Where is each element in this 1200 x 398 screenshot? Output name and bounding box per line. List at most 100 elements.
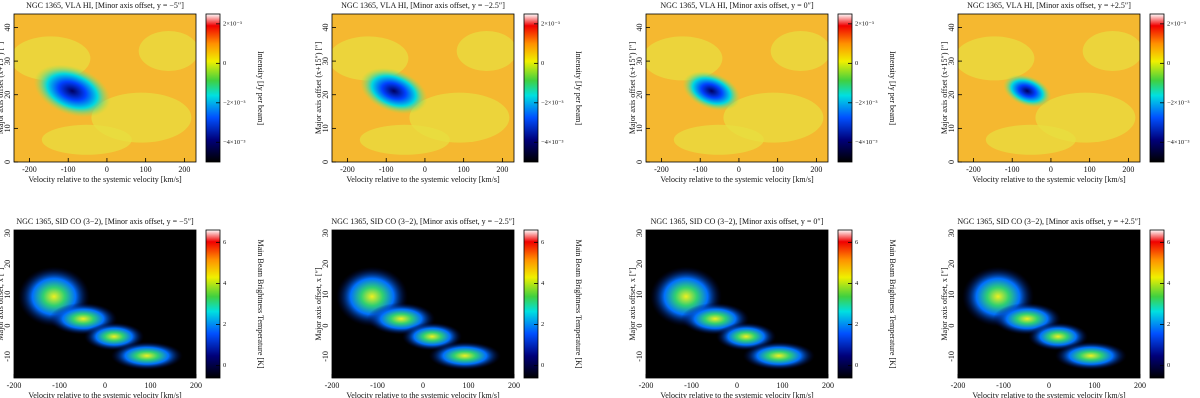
panel: -200 -100 0 100 200 0 10 20 30 40 NGC 1365, VLA HI… <box>628 1 897 184</box>
colorbar-tick-label: 2×10⁻³ <box>1167 20 1186 27</box>
y-tick-label: 20 <box>3 260 12 268</box>
y-tick-label: 0 <box>321 324 330 328</box>
x-tick-label: 0 <box>105 165 109 174</box>
x-axis-label: Velocity relative to the systemic veloci… <box>346 391 500 398</box>
y-tick-label: 10 <box>321 124 330 132</box>
y-axis-label: Major axis offset (x+15″) [″] <box>314 41 323 134</box>
x-tick-label: -200 <box>325 381 340 390</box>
colorbar-tick-label: 2 <box>855 321 858 328</box>
colorbar-tick-label: 2 <box>223 321 226 328</box>
map-feature <box>110 341 183 370</box>
x-axis-label: Velocity relative to the systemic veloci… <box>660 175 814 184</box>
colorbar <box>205 229 221 379</box>
colorbar-label: Main Beam Brightness Temperature [K] <box>574 239 583 368</box>
map-feature <box>682 71 741 111</box>
y-tick-label: 20 <box>3 91 12 99</box>
chart-title: NGC 1365, VLA HI, [Minor axis offset, y … <box>26 1 184 10</box>
y-tick-label: 30 <box>635 57 644 65</box>
x-tick-label: 200 <box>1134 381 1146 390</box>
map-feature <box>84 322 145 351</box>
x-tick-label: 0 <box>1049 165 1053 174</box>
y-tick-label: 0 <box>947 160 956 164</box>
colorbar <box>1149 229 1165 379</box>
x-tick-label: -200 <box>7 381 22 390</box>
y-axis-label: Major axis offset (x+15″) [″] <box>628 41 637 134</box>
map-feature <box>402 322 463 351</box>
x-tick-label: -100 <box>52 381 67 390</box>
colorbar-label: Intensity [Jy per beam] <box>574 51 583 125</box>
y-tick-label: -10 <box>3 351 12 362</box>
x-tick-label: -100 <box>379 165 394 174</box>
map-feature <box>428 341 501 370</box>
y-tick-label: 10 <box>635 124 644 132</box>
x-axis-label: Velocity relative to the systemic veloci… <box>28 175 182 184</box>
x-axis-label: Velocity relative to the systemic veloci… <box>660 391 814 398</box>
x-tick-label: 0 <box>735 381 739 390</box>
map-image <box>332 14 514 162</box>
y-tick-label: 20 <box>635 91 644 99</box>
y-axis-label: Major axis offset, x [″] <box>314 267 323 341</box>
colorbar <box>523 13 539 163</box>
x-tick-label: -100 <box>61 165 76 174</box>
y-tick-label: 30 <box>635 229 644 237</box>
y-tick-label: 0 <box>635 324 644 328</box>
x-tick-label: 100 <box>463 381 475 390</box>
plot-frame <box>957 13 1141 163</box>
colorbar-tick-label: −2×10⁻³ <box>541 99 564 106</box>
colorbar-tick-label: −2×10⁻³ <box>855 99 878 106</box>
y-tick-label: -10 <box>321 351 330 362</box>
plot-frame <box>645 13 829 163</box>
x-tick-label: -200 <box>639 381 654 390</box>
y-tick-label: 20 <box>635 260 644 268</box>
y-tick-label: 10 <box>947 291 956 299</box>
colorbar-label: Intensity [Jy per beam] <box>888 51 897 125</box>
chart-title: NGC 1365, VLA HI, [Minor axis offset, y … <box>967 1 1131 10</box>
plot-frame <box>13 13 197 163</box>
map-patch <box>456 31 514 71</box>
y-axis-label: Major axis offset, x [″] <box>628 267 637 341</box>
y-tick-label: 40 <box>635 23 644 31</box>
y-tick-label: -10 <box>635 351 644 362</box>
y-tick-label: 30 <box>321 57 330 65</box>
map-image <box>958 14 1140 162</box>
x-tick-label: -200 <box>654 165 669 174</box>
map-patch <box>770 31 828 71</box>
map-patch <box>646 36 723 81</box>
colorbar-tick-label: 0 <box>223 60 226 67</box>
x-tick-label: 200 <box>1122 165 1134 174</box>
colorbar-tick-label: 6 <box>541 239 545 246</box>
colorbar-tick-label: 2×10⁻³ <box>855 20 874 27</box>
map-patch <box>359 124 450 155</box>
colorbar-tick-label: 0 <box>1167 60 1170 67</box>
map-feature <box>1054 341 1127 370</box>
colorbar-tick-label: 0 <box>541 60 544 67</box>
x-tick-label: 200 <box>190 381 202 390</box>
colorbar-tick-label: 6 <box>1167 239 1171 246</box>
map-feature <box>742 341 815 370</box>
colorbar-tick-label: 2×10⁻³ <box>541 20 560 27</box>
map-image <box>14 230 196 378</box>
x-tick-label: -100 <box>684 381 699 390</box>
map-feature <box>1028 322 1089 351</box>
colorbar-tick-label: −4×10⁻³ <box>541 139 564 146</box>
map-patch <box>673 124 764 155</box>
colorbar <box>1149 13 1165 163</box>
x-tick-label: -200 <box>22 165 37 174</box>
y-tick-label: 0 <box>635 160 644 164</box>
y-tick-label: 10 <box>635 291 644 299</box>
colorbar-tick-label: −2×10⁻³ <box>223 99 246 106</box>
x-axis-label: Velocity relative to the systemic veloci… <box>972 175 1126 184</box>
colorbar-tick-label: 6 <box>223 239 227 246</box>
map-patch <box>1082 31 1140 71</box>
colorbar-label: Main Beam Brightness Temperature [K] <box>888 239 897 368</box>
y-tick-label: 40 <box>947 23 956 31</box>
map-image <box>332 230 514 378</box>
x-tick-label: 0 <box>1047 381 1051 390</box>
x-tick-label: 100 <box>1089 381 1101 390</box>
colorbar-tick-label: 4 <box>541 280 545 287</box>
colorbar-tick-label: 2 <box>541 321 544 328</box>
